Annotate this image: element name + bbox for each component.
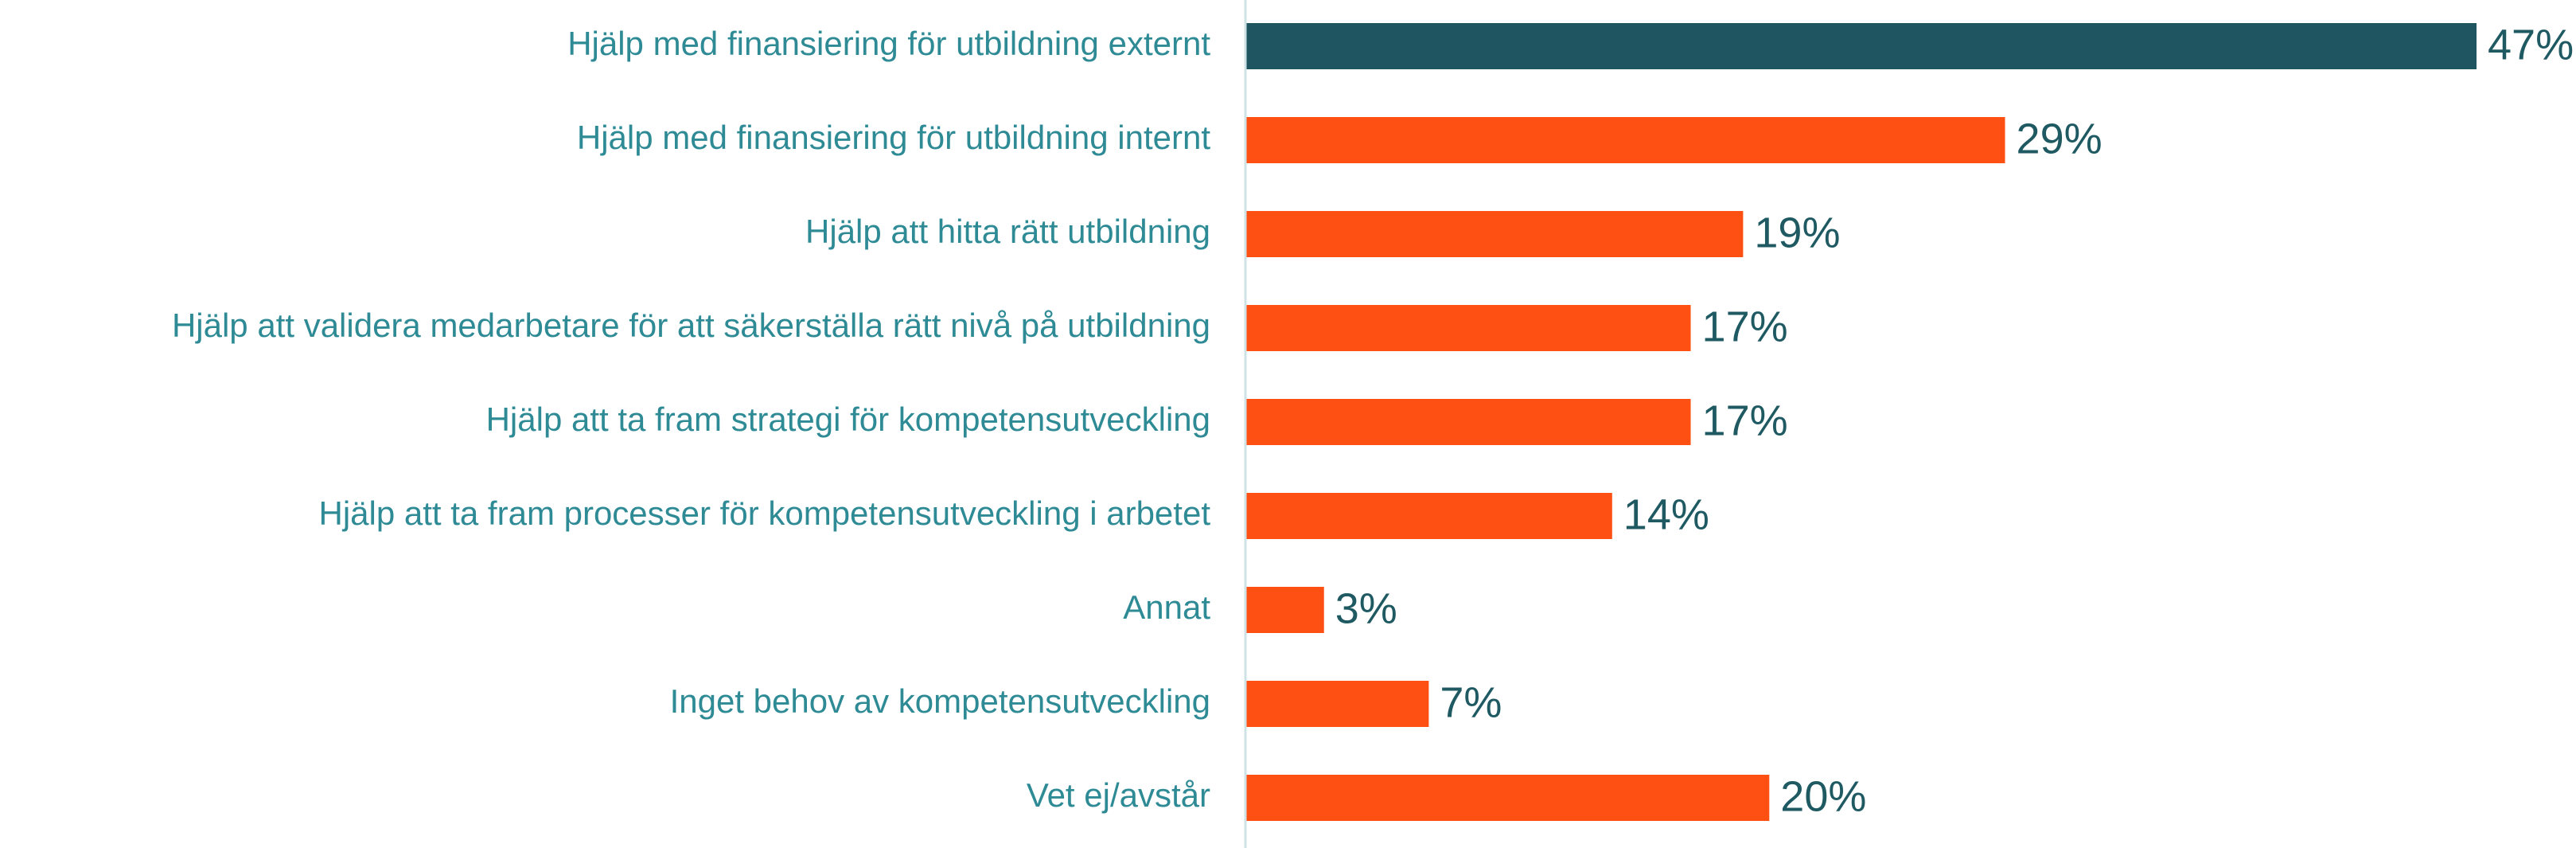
bar bbox=[1245, 493, 1612, 539]
value-label: 19% bbox=[1754, 209, 1840, 256]
value-labels: 47% 29% 19% 17% 17% 14% 3% 7% 20% bbox=[1335, 21, 2574, 820]
category-labels: Hjälp med finansiering för utbildning ex… bbox=[172, 25, 1210, 814]
bar bbox=[1245, 775, 1770, 821]
category-label: Hjälp med finansiering för utbildning ex… bbox=[567, 25, 1210, 62]
bar bbox=[1245, 399, 1691, 445]
bar bbox=[1245, 681, 1429, 727]
bar bbox=[1245, 587, 1324, 633]
bars bbox=[1245, 23, 2477, 821]
value-label: 29% bbox=[2017, 115, 2102, 162]
value-label: 17% bbox=[1702, 397, 1788, 444]
value-label: 7% bbox=[1440, 678, 1502, 726]
value-label: 20% bbox=[1780, 772, 1866, 820]
value-label: 3% bbox=[1335, 584, 1397, 632]
value-label: 47% bbox=[2488, 21, 2574, 68]
category-label: Annat bbox=[1123, 588, 1210, 626]
bar bbox=[1245, 211, 1744, 257]
bar bbox=[1245, 305, 1691, 351]
category-label: Vet ej/avstår bbox=[1027, 776, 1210, 814]
category-label: Inget behov av kompetensutveckling bbox=[670, 682, 1210, 720]
value-label: 17% bbox=[1702, 303, 1788, 350]
category-label: Hjälp med finansiering för utbildning in… bbox=[577, 119, 1210, 156]
category-label: Hjälp att ta fram processer för kompeten… bbox=[318, 494, 1210, 532]
category-label: Hjälp att validera medarbetare för att s… bbox=[172, 307, 1210, 344]
category-label: Hjälp att hitta rätt utbildning bbox=[805, 213, 1210, 250]
bar bbox=[1245, 23, 2477, 69]
value-label: 14% bbox=[1623, 490, 1709, 538]
bar bbox=[1245, 117, 2005, 163]
category-label: Hjälp att ta fram strategi för kompetens… bbox=[486, 401, 1210, 438]
